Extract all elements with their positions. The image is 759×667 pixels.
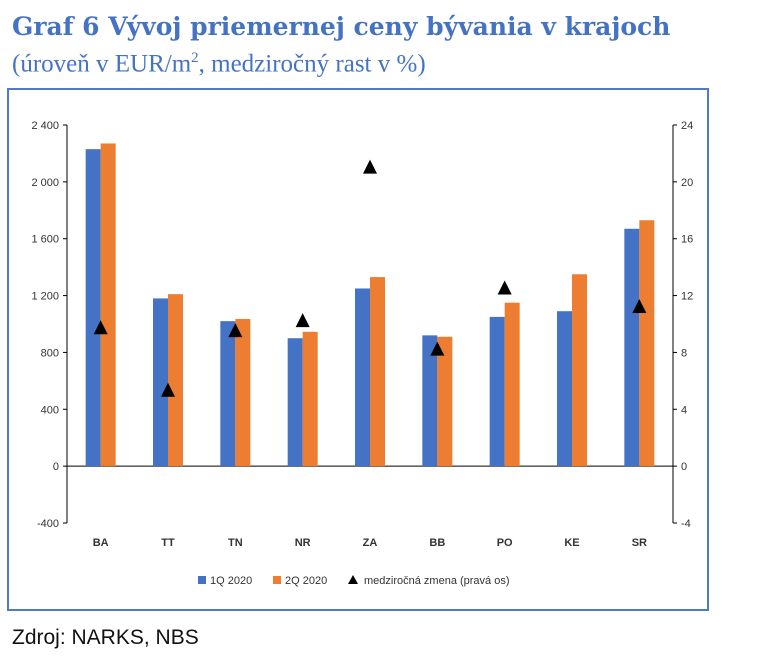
category-label-nr: NR — [295, 537, 311, 549]
bar-2q-2020-ba — [100, 143, 116, 467]
marker-yoy-nr — [295, 313, 310, 328]
legend-marker-yoy — [348, 575, 358, 584]
right-tick-label: 16 — [681, 234, 693, 246]
chart-subtitle: (úroveň v EUR/m2, medziročný rast v %) — [12, 50, 426, 78]
legend-label-yoy: medziročná zmena (pravá os) — [364, 575, 510, 587]
bar-2q-2020-bb — [437, 336, 453, 467]
bar-2q-2020-nr — [302, 331, 318, 467]
legend-swatch-2q-2020 — [273, 576, 281, 584]
left-tick-label: 2 400 — [31, 120, 59, 132]
bar-2q-2020-po — [504, 302, 520, 467]
bar-2q-2020-tn — [235, 319, 251, 467]
chart-title: Graf 6 Vývoj priemernej ceny bývania v k… — [12, 12, 671, 41]
right-tick-label: 0 — [681, 461, 687, 473]
bar-1q-2020-nr — [287, 338, 303, 467]
bar-1q-2020-ke — [557, 311, 572, 467]
right-tick-label: 4 — [681, 404, 687, 416]
right-tick-label: 8 — [681, 347, 687, 359]
left-tick-label: 1 600 — [31, 234, 59, 246]
left-tick-label: 0 — [53, 461, 59, 473]
left-tick-label: -400 — [37, 518, 59, 530]
bar-2q-2020-ke — [572, 274, 587, 467]
right-tick-label: 20 — [681, 177, 693, 189]
legend-label-2q-2020: 2Q 2020 — [285, 575, 327, 587]
right-tick-label: -4 — [681, 518, 691, 530]
marker-yoy-bb — [430, 341, 445, 356]
left-tick-label: 1 200 — [31, 291, 59, 303]
category-label-po: PO — [497, 537, 513, 549]
category-label-ke: KE — [564, 537, 579, 549]
bar-2q-2020-za — [370, 277, 385, 467]
right-tick-label: 12 — [681, 291, 693, 303]
bar-1q-2020-po — [489, 316, 505, 467]
category-label-tn: TN — [228, 537, 243, 549]
category-label-za: ZA — [363, 537, 378, 549]
category-label-ba: BA — [93, 537, 109, 549]
bar-1q-2020-bb — [422, 335, 438, 467]
category-label-bb: BB — [429, 537, 445, 549]
marker-yoy-tn — [228, 323, 243, 338]
marker-yoy-po — [497, 280, 512, 295]
category-label-sr: SR — [632, 537, 647, 549]
bar-1q-2020-ba — [85, 149, 101, 467]
left-tick-label: 800 — [41, 347, 59, 359]
bar-1q-2020-sr — [624, 228, 640, 467]
source-note: Zdroj: NARKS, NBS — [12, 626, 199, 649]
right-tick-label: 24 — [681, 120, 693, 132]
chart-svg: -400 0 400 800 1 200 1 600 2 000 2 400 -4 0 4 8 12 16… — [31, 120, 693, 587]
subtitle-superscript: 2 — [191, 50, 199, 66]
bar-2q-2020-tt — [168, 294, 183, 467]
chart-frame: -400 0 400 800 1 200 1 600 2 000 2 400 -4 0 4 8 12 16… — [7, 88, 709, 611]
legend-label-1q-2020: 1Q 2020 — [210, 575, 252, 587]
left-tick-label: 2 000 — [31, 177, 59, 189]
marker-yoy-sr — [632, 298, 647, 313]
marker-yoy-tt — [161, 382, 175, 397]
bar-1q-2020-tn — [220, 321, 236, 467]
bar-2q-2020-sr — [639, 220, 655, 467]
bar-1q-2020-tt — [153, 298, 168, 467]
bar-1q-2020-za — [355, 288, 370, 467]
marker-yoy-ba — [93, 320, 108, 335]
left-tick-label: 400 — [41, 404, 59, 416]
legend-swatch-1q-2020 — [198, 576, 206, 584]
subtitle-text-post: , medziročný rast v %) — [198, 50, 426, 78]
category-label-tt: TT — [161, 537, 175, 549]
subtitle-text-pre: (úroveň v EUR/m — [12, 50, 192, 78]
marker-yoy-za — [363, 159, 377, 174]
